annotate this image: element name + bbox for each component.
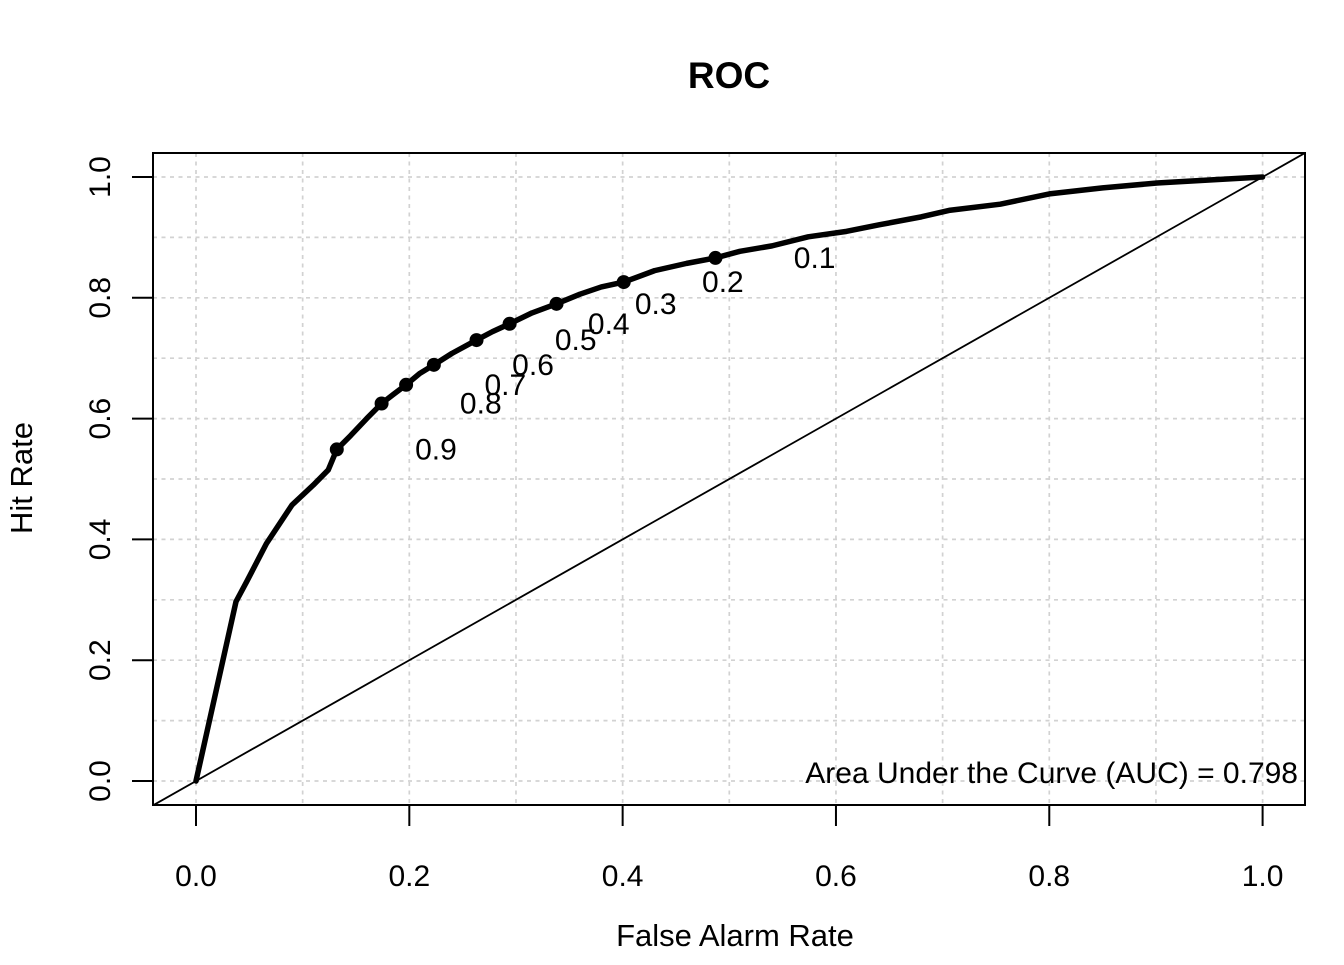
cutoff-point [426,357,441,372]
cutoff-label: 0.6 [512,349,554,382]
cutoff-point [616,275,631,290]
cutoff-layer: 0.1 0.2 0.30.40.50.60.70.80.9 [329,242,836,466]
cutoff-label: 0.8 [460,388,502,421]
auc-annotation: Area Under the Curve (AUC) = 0.798 [805,757,1298,790]
y-tick-label: 1.0 [84,156,117,198]
x-tick-label: 1.0 [1242,860,1284,893]
y-axis-title: Hit Rate [4,422,39,534]
x-tick-label: 0.8 [1028,860,1070,893]
cutoff-label: 0.9 [415,433,457,466]
cutoff-point [549,296,564,311]
x-axis-title: False Alarm Rate [616,918,854,953]
cutoff-point [399,377,414,392]
cutoff-point [469,333,484,348]
cutoff-label: 0.3 [635,288,677,321]
y-tick-label: 0.8 [84,277,117,319]
cutoff-label: 0.5 [555,324,597,357]
cutoff-point [502,316,517,331]
cutoff-point [374,396,389,411]
y-tick-label: 0.6 [84,398,117,440]
cutoff-label: 0.2 [702,266,744,299]
x-tick-label: 0.2 [388,860,430,893]
cutoff-label: 0.4 [588,308,630,341]
chance-diagonal-line [152,152,1306,806]
y-tick-label: 0.2 [84,639,117,681]
plot-border [152,152,1306,806]
cutoff-label: 0.7 [484,369,526,402]
axis-layer: 0.0 0.2 0.4 0.6 0.8 1.0 0.0 0.2 0.4 0.6 0.8 1.0 [84,156,1283,893]
x-tick-label: 0.0 [175,860,217,893]
cutoff-point [708,250,723,265]
y-tick-label: 0.4 [84,519,117,561]
chart-title: ROC [688,55,770,96]
x-tick-label: 0.4 [602,860,644,893]
x-tick-label: 0.6 [815,860,857,893]
data-layer [152,152,1306,806]
cutoff-point [329,442,344,457]
cutoff-label: 0.1 [794,242,836,275]
y-tick-label: 0.0 [84,760,117,802]
roc-curve-line [193,174,1266,784]
